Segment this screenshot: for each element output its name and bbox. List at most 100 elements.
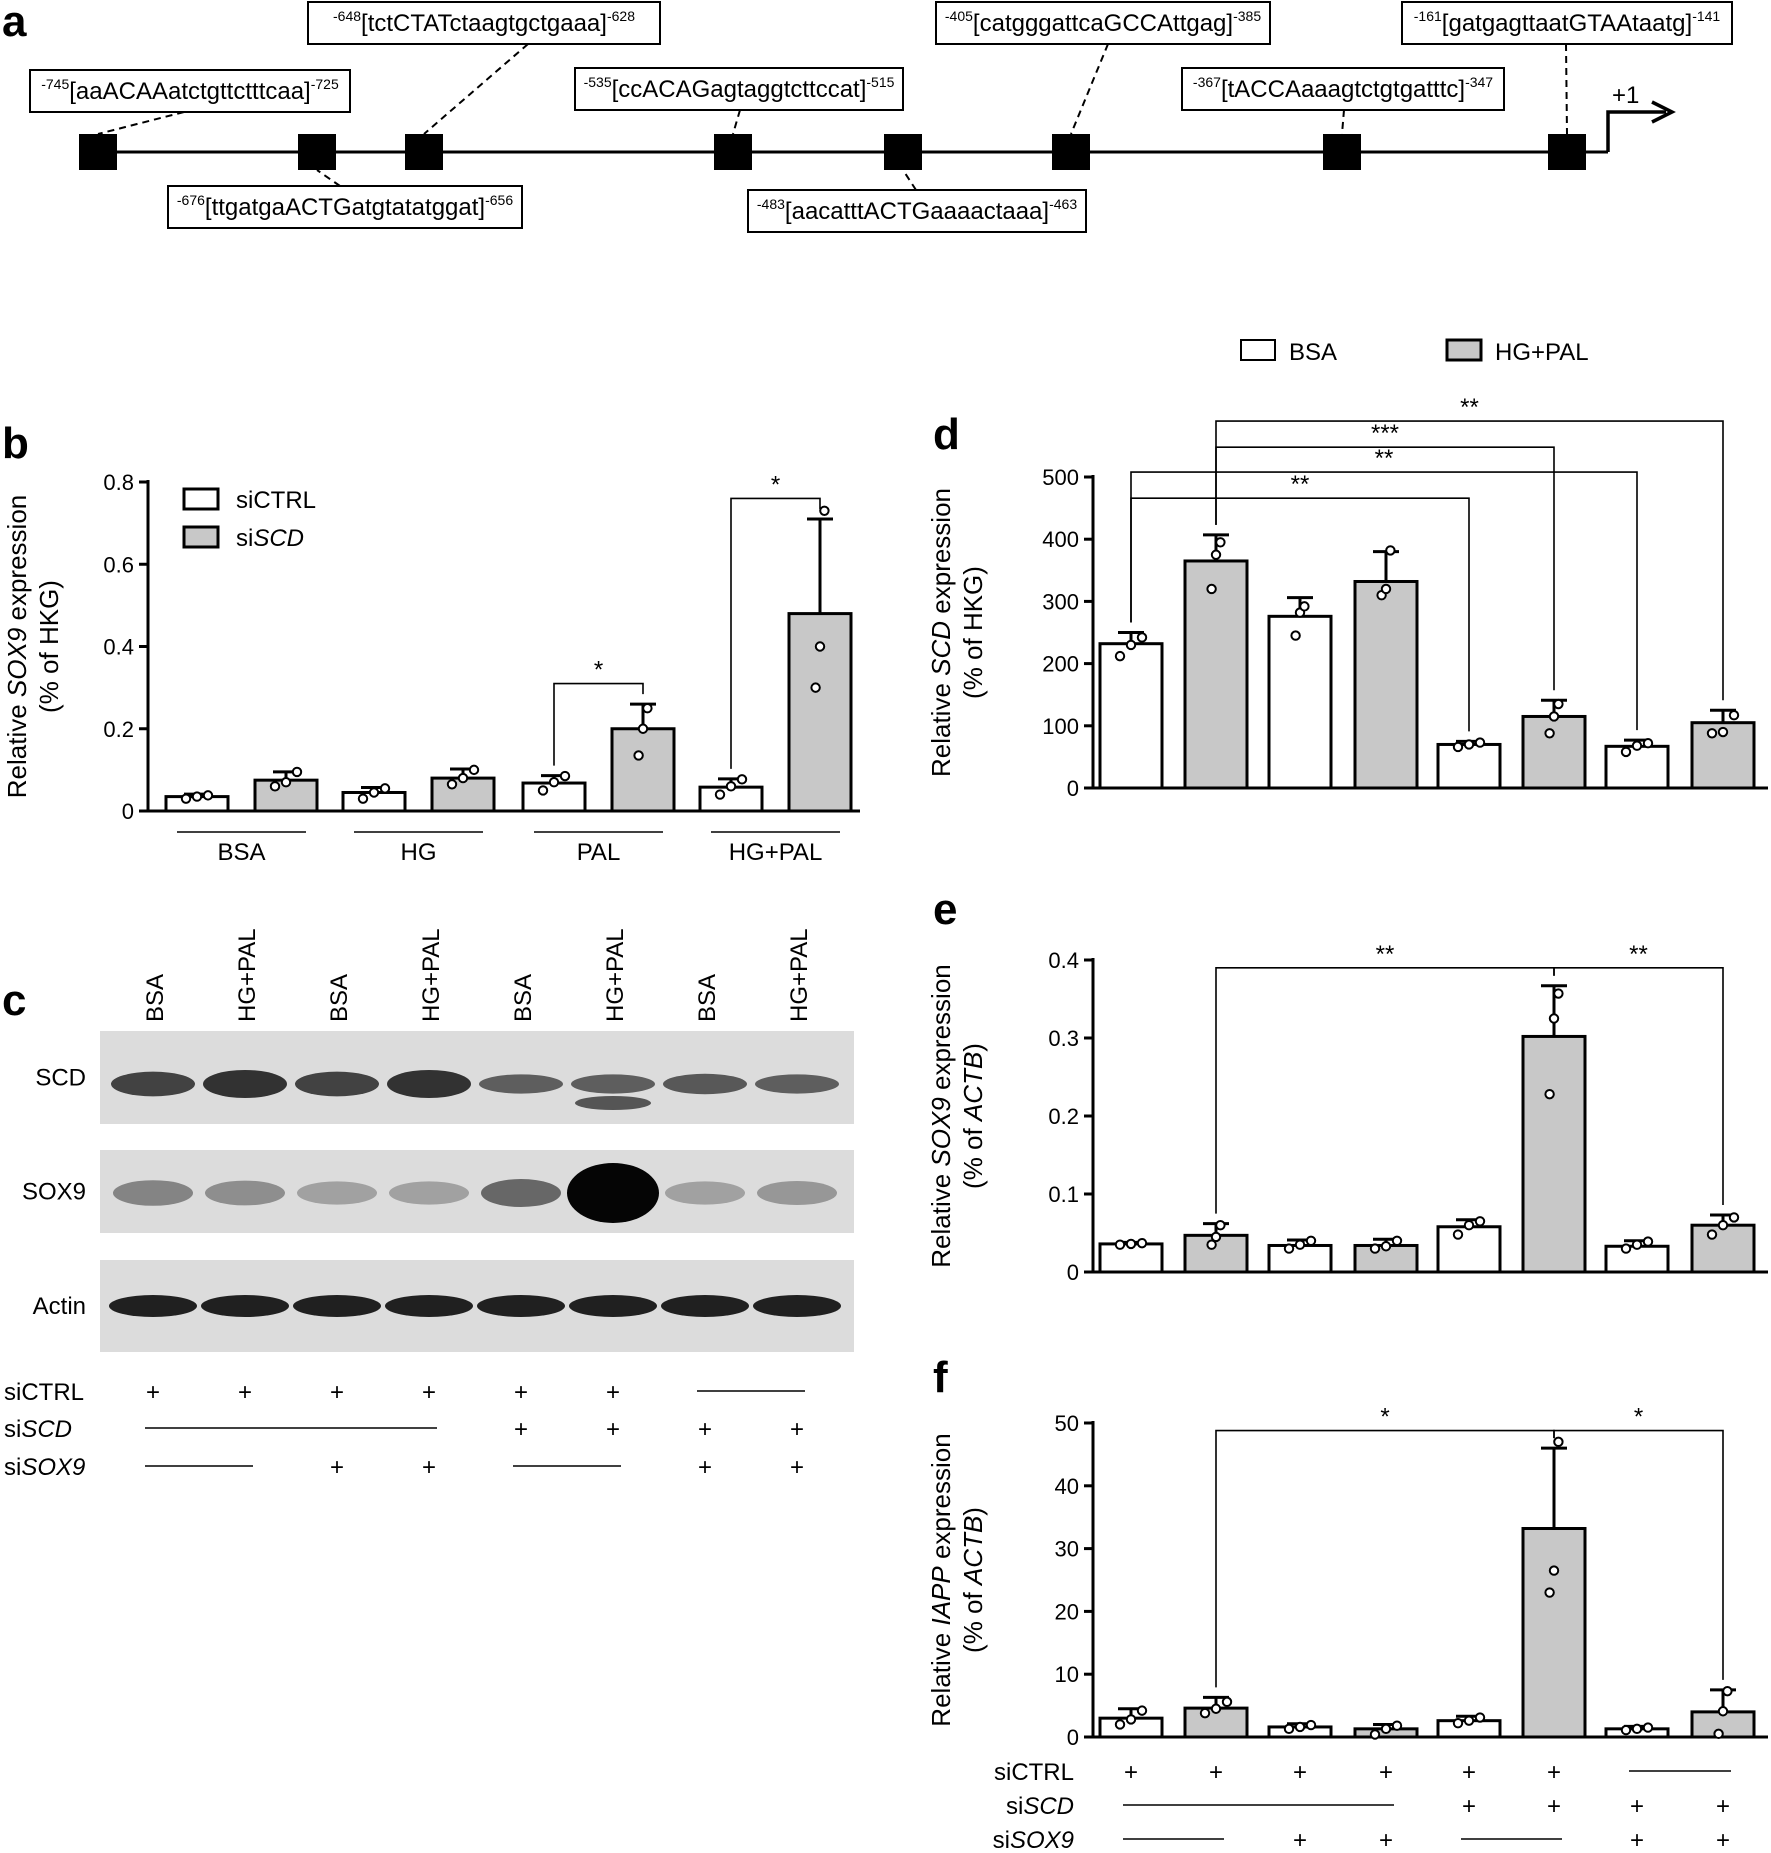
- site-sequence-box: [574, 67, 904, 111]
- data-point: [1474, 1216, 1486, 1227]
- site-end-position: -385: [1233, 8, 1261, 24]
- y-axis-label-text: expression: [926, 488, 956, 621]
- y-tick-label: 0.1: [1048, 1182, 1079, 1207]
- site-connector: [1341, 109, 1345, 135]
- y-axis-label: Relative SCD expression: [926, 488, 956, 777]
- actin-band: [293, 1295, 381, 1317]
- y-axis-label-gene: SCD: [926, 621, 956, 676]
- data-point: [457, 772, 469, 784]
- site-sequence-box: [29, 69, 351, 113]
- data-point: [1283, 1723, 1295, 1735]
- group-label: HG: [401, 839, 437, 866]
- bar: [610, 727, 676, 813]
- y-tick-label: 0.2: [1048, 1104, 1079, 1129]
- condition-mark: +: [1124, 1759, 1138, 1786]
- site-sequence: [tACCAaaagtctgtgatttc]: [1221, 76, 1465, 103]
- data-point: [1728, 710, 1740, 721]
- y-axis-label-text: Relative: [926, 676, 956, 777]
- sox9-band: [297, 1181, 377, 1205]
- condition-mark: +: [1379, 1759, 1393, 1786]
- promoter-map: +1 -745[aaACAAatctgttctttcaa]-725 -676[tt…: [29, 1, 1733, 233]
- data-point: [1305, 1235, 1317, 1247]
- significance-label: **: [1291, 471, 1310, 498]
- y-axis-label-line2-text: ): [958, 1043, 988, 1052]
- condition-name-text: siCTRL: [4, 1379, 84, 1406]
- y-tick-label: 10: [1055, 1662, 1079, 1687]
- actin-band: [753, 1295, 841, 1317]
- data-point: [1136, 1705, 1148, 1716]
- condition-name: siCTRL: [4, 1379, 84, 1406]
- condition-gene: SCD: [1023, 1793, 1074, 1820]
- chart-e: 0 0.1 0.2 0.3 0.4 Relative SOX9 expression(% …: [926, 941, 1768, 1285]
- chart-f: 0 10 20 30 40 50 Relative IAPP expression(% of…: [926, 1404, 1768, 1853]
- chart-d: 0 100 200 300 400 500 Relative SCD expression(…: [926, 394, 1768, 801]
- condition-mark: +: [790, 1416, 804, 1443]
- site-connector: [423, 43, 529, 135]
- condition-name: siCTRL: [994, 1759, 1074, 1786]
- data-point: [1215, 1220, 1226, 1231]
- condition-mark: +: [1547, 1759, 1561, 1786]
- legend-swatch-bsa: [1240, 339, 1276, 361]
- data-point: [191, 791, 203, 802]
- significance-bracket: [1215, 446, 1555, 691]
- site-start-position: -367: [1193, 74, 1221, 90]
- data-point: [1642, 738, 1654, 749]
- legend-name: CTRL: [253, 487, 316, 514]
- binding-site-marker: [1052, 134, 1090, 170]
- significance-label: **: [1629, 941, 1648, 968]
- data-point: [1463, 1715, 1475, 1726]
- group-label: BSA: [217, 839, 265, 866]
- data-point: [468, 764, 480, 776]
- data-point: [548, 777, 560, 788]
- legend-label: siCTRL: [236, 487, 316, 514]
- y-axis-label: Relative SOX9 expression: [2, 495, 32, 799]
- site-sequence: [aacatttACTGaaaactaaa]: [785, 198, 1049, 225]
- condition-mark: +: [1293, 1759, 1307, 1786]
- site-start-position: -648: [333, 8, 361, 24]
- data-point: [1717, 1220, 1729, 1231]
- site-sequence-label: -648[tctCTATctaagtgctgaaa]-628: [333, 8, 635, 37]
- data-point: [559, 770, 571, 782]
- significance-label: **: [1460, 394, 1479, 421]
- site-sequence-label: -483[aacatttACTGaaaactaaa]-463: [757, 196, 1077, 225]
- bar: [1353, 1243, 1419, 1274]
- data-point: [1221, 1696, 1233, 1708]
- data-point: [1385, 545, 1396, 556]
- site-start-position: -535: [584, 74, 612, 90]
- data-point: [379, 783, 391, 794]
- data-point: [537, 785, 549, 796]
- legend-label-hgpal: HG+PAL: [1495, 339, 1589, 366]
- site-connector: [732, 109, 741, 135]
- data-point: [1380, 1723, 1392, 1735]
- site-sequence-box: [1401, 1, 1733, 45]
- site-start-position: -161: [1414, 8, 1442, 24]
- data-point: [1210, 549, 1222, 560]
- site-sequence: [aaACAAatctgttctttcaa]: [69, 78, 310, 105]
- y-tick-label: 0: [1067, 1725, 1079, 1750]
- blot-label: SOX9: [22, 1179, 86, 1206]
- site-sequence: [gatgagttaatGTAAtaatg]: [1442, 10, 1692, 37]
- actin-band: [385, 1295, 473, 1317]
- bar: [1604, 744, 1670, 790]
- significance-label: *: [594, 657, 603, 684]
- data-point: [1199, 1707, 1211, 1719]
- site-end-position: -463: [1049, 196, 1077, 212]
- site-connector: [1070, 43, 1109, 135]
- condition-gene: SOX9: [21, 1454, 85, 1481]
- scd-band: [755, 1074, 839, 1094]
- y-axis-label-text: expression: [2, 495, 32, 628]
- data-point: [1114, 650, 1126, 662]
- actin-band: [109, 1295, 197, 1317]
- data-point: [1706, 728, 1718, 739]
- site-end-position: -656: [485, 192, 513, 208]
- data-point: [1114, 1239, 1126, 1250]
- site-sequence-label: -535[ccACAGagtaggtcttccat]-515: [584, 74, 895, 103]
- y-axis-label-line2: (% of HKG): [34, 580, 64, 713]
- sox9-band: [113, 1180, 193, 1206]
- y-tick-label: 0.4: [1048, 948, 1079, 973]
- data-point: [180, 793, 192, 804]
- legend-name: SCD: [253, 525, 304, 552]
- data-point: [202, 790, 214, 801]
- legend-prefix: si: [236, 525, 253, 552]
- y-axis-label-line2: (% of HKG): [958, 566, 988, 699]
